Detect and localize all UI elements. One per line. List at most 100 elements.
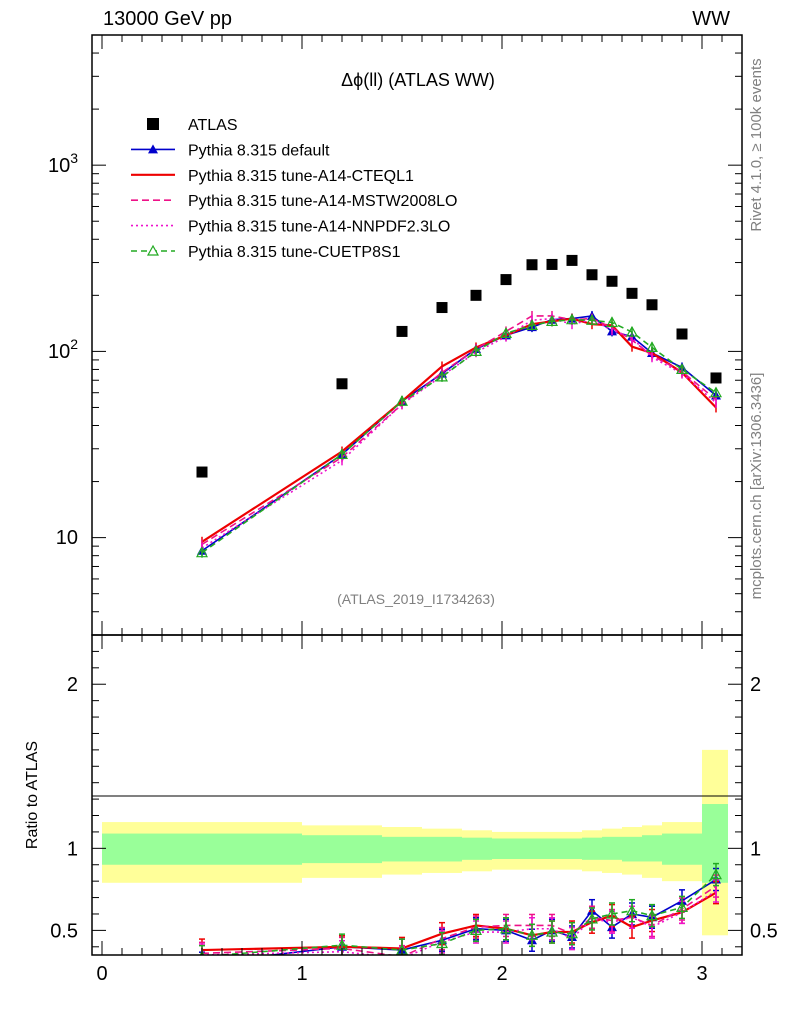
ytick-label-1000: 103 xyxy=(48,150,78,177)
ratio-marker-pythia-8-315-tune-cuetp8s1-4 xyxy=(469,924,483,935)
band-inner-6 xyxy=(522,838,542,859)
ratio-marker-pythia-8-315-tune-cuetp8s1-9 xyxy=(585,912,599,924)
data-point-10 xyxy=(606,275,618,287)
ratio-ytick-label-right-2: 2 xyxy=(750,674,761,696)
data-point-2 xyxy=(396,325,408,337)
band-inner-7 xyxy=(542,838,562,859)
band-inner-12 xyxy=(642,835,662,862)
legend-marker-pythia-8-315-tune-cuetp8s1 xyxy=(146,244,160,256)
main-marker-pythia-8-315-tune-cuetp8s1-3 xyxy=(435,370,449,382)
band-inner-8 xyxy=(562,838,582,859)
main-marker-pythia-8-315-tune-cuetp8s1-14 xyxy=(709,386,723,398)
legend-label-pythia-8-315-tune-a14-nnpdf2-3lo: Pythia 8.315 tune-A14-NNPDF2.3LO xyxy=(188,219,450,236)
ratio-marker-pythia-8-315-tune-cuetp8s1-3 xyxy=(435,937,449,949)
ratio-ytick-label-right-1: 1 xyxy=(750,838,761,860)
legend-label-pythia-8-315-tune-a14-mstw2008lo: Pythia 8.315 tune-A14-MSTW2008LO xyxy=(188,193,457,210)
band-inner-10 xyxy=(602,836,622,860)
header-left: 13000 GeV pp xyxy=(103,8,232,30)
ratio-bands xyxy=(102,749,728,936)
main-marker-pythia-8-315-tune-cuetp8s1-13 xyxy=(675,363,689,375)
main-marker-pythia-8-315-tune-cuetp8s1-2 xyxy=(395,394,409,406)
main-marker-pythia-8-315-tune-cuetp8s1-1 xyxy=(335,448,349,459)
svg-text:102: 102 xyxy=(48,336,78,363)
xtick-label-1: 1 xyxy=(296,963,307,985)
ratio-ytick-label-right-0.5: 0.5 xyxy=(750,920,778,942)
data-point-13 xyxy=(676,328,688,340)
main-line-pythia-8-315-tune-a14-mstw2008lo xyxy=(201,315,717,546)
band-inner-9 xyxy=(582,837,602,860)
ratio-marker-pythia-8-315-tune-cuetp8s1-8 xyxy=(565,927,579,939)
legend-label-atlas: ATLAS xyxy=(188,117,238,134)
svg-text:103: 103 xyxy=(48,150,78,177)
ratio-marker-pythia-8-315-tune-cuetp8s1-12 xyxy=(645,909,659,921)
main-marker-pythia-8-315-tune-cuetp8s1-7 xyxy=(545,315,559,326)
legend-label-pythia-8-315-default: Pythia 8.315 default xyxy=(188,142,330,159)
main-line-pythia-8-315-tune-cuetp8s1 xyxy=(201,318,717,554)
data-point-3 xyxy=(436,302,448,314)
data-point-1 xyxy=(336,378,348,390)
ratio-marker-pythia-8-315-tune-cuetp8s1-13 xyxy=(675,901,689,913)
data-point-0 xyxy=(196,466,208,478)
ratio-ytick-label-left-1: 1 xyxy=(67,838,78,860)
legend-label-pythia-8-315-tune-cuetp8s1: Pythia 8.315 tune-CUETP8S1 xyxy=(188,244,401,261)
data-point-4 xyxy=(470,289,482,301)
axis-ticks: 0.5 0.5 1 1 2 2 0 1 2 3 xyxy=(50,34,778,985)
ratio-marker-pythia-8-315-tune-cuetp8s1-11 xyxy=(625,904,639,916)
band-inner-11 xyxy=(622,836,642,862)
ratio-marker-pythia-8-315-tune-cuetp8s1-7 xyxy=(545,925,559,937)
data-point-8 xyxy=(566,254,578,266)
data-point-6 xyxy=(526,259,538,271)
main-series xyxy=(195,254,723,558)
main-marker-pythia-8-315-tune-cuetp8s1-6 xyxy=(525,319,539,330)
main-marker-pythia-8-315-tune-cuetp8s1-0 xyxy=(195,546,209,558)
ratio-line-pythia-8-315-tune-a14-cteql1 xyxy=(201,891,717,952)
ytick-label-10: 10 xyxy=(56,527,78,549)
ratio-ylabel: Ratio to ATLAS xyxy=(24,741,41,849)
data-point-7 xyxy=(546,258,558,270)
main-marker-pythia-8-315-tune-cuetp8s1-4 xyxy=(469,345,483,356)
mcplots-credit-label: mcplots.cern.ch [arXiv:1306.3436] xyxy=(748,373,765,600)
ratio-marker-pythia-8-315-tune-cuetp8s1-10 xyxy=(605,907,619,919)
band-inner-5 xyxy=(492,838,522,859)
main-marker-pythia-8-315-tune-cuetp8s1-12 xyxy=(645,341,659,353)
band-inner-1 xyxy=(302,835,382,864)
data-point-5 xyxy=(500,274,512,286)
band-inner-13 xyxy=(662,833,702,865)
legend-marker-pythia-8-315-default xyxy=(148,144,158,154)
legend-marker-atlas xyxy=(147,118,159,130)
chart-title: Δϕ(ll) (ATLAS WW) xyxy=(341,70,495,90)
ratio-ytick-label-left-0.5: 0.5 xyxy=(50,920,78,942)
header-right: WW xyxy=(692,8,730,30)
xtick-label-0: 0 xyxy=(96,963,107,985)
data-point-9 xyxy=(586,269,598,281)
band-inner-3 xyxy=(422,836,462,862)
ytick-label-100: 102 xyxy=(48,336,78,363)
main-marker-pythia-8-315-tune-cuetp8s1-11 xyxy=(625,325,639,337)
data-point-11 xyxy=(626,287,638,299)
main-line-pythia-8-315-tune-a14-nnpdf2-3lo xyxy=(201,317,717,549)
main-line-pythia-8-315-tune-a14-cteql1 xyxy=(201,317,717,543)
ratio-marker-pythia-8-315-default-0 xyxy=(197,958,207,967)
ratio-marker-pythia-8-315-tune-cuetp8s1-14 xyxy=(709,868,723,880)
band-inner-14 xyxy=(702,804,728,883)
ratio-series xyxy=(197,862,723,967)
main-marker-pythia-8-315-tune-cuetp8s1-9 xyxy=(585,314,599,325)
main-marker-pythia-8-315-tune-cuetp8s1-5 xyxy=(499,327,513,338)
main-line-pythia-8-315-default xyxy=(201,315,717,552)
analysis-label: (ATLAS_2019_I1734263) xyxy=(337,591,495,607)
xtick-label-2: 2 xyxy=(496,963,507,985)
rivet-version-label: Rivet 4.1.0, ≥ 100k events xyxy=(748,58,765,231)
data-point-12 xyxy=(646,299,658,311)
xtick-label-3: 3 xyxy=(696,963,707,985)
main-marker-pythia-8-315-tune-cuetp8s1-8 xyxy=(565,313,579,325)
ratio-marker-pythia-8-315-tune-cuetp8s1-6 xyxy=(525,929,539,940)
band-inner-2 xyxy=(382,836,422,862)
band-inner-4 xyxy=(462,837,492,860)
ratio-marker-pythia-8-315-tune-cuetp8s1-5 xyxy=(499,922,513,934)
legend-label-pythia-8-315-tune-a14-cteql1: Pythia 8.315 tune-A14-CTEQL1 xyxy=(188,168,414,185)
main-marker-pythia-8-315-tune-cuetp8s1-10 xyxy=(605,316,619,328)
ratio-ytick-label-left-2: 2 xyxy=(67,674,78,696)
ratio-panel-frame xyxy=(91,634,743,956)
band-inner-0 xyxy=(102,833,302,865)
